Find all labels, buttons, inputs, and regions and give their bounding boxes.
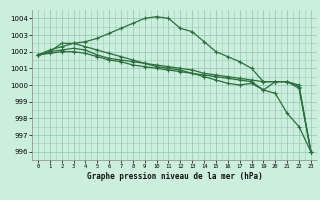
X-axis label: Graphe pression niveau de la mer (hPa): Graphe pression niveau de la mer (hPa) — [86, 172, 262, 181]
